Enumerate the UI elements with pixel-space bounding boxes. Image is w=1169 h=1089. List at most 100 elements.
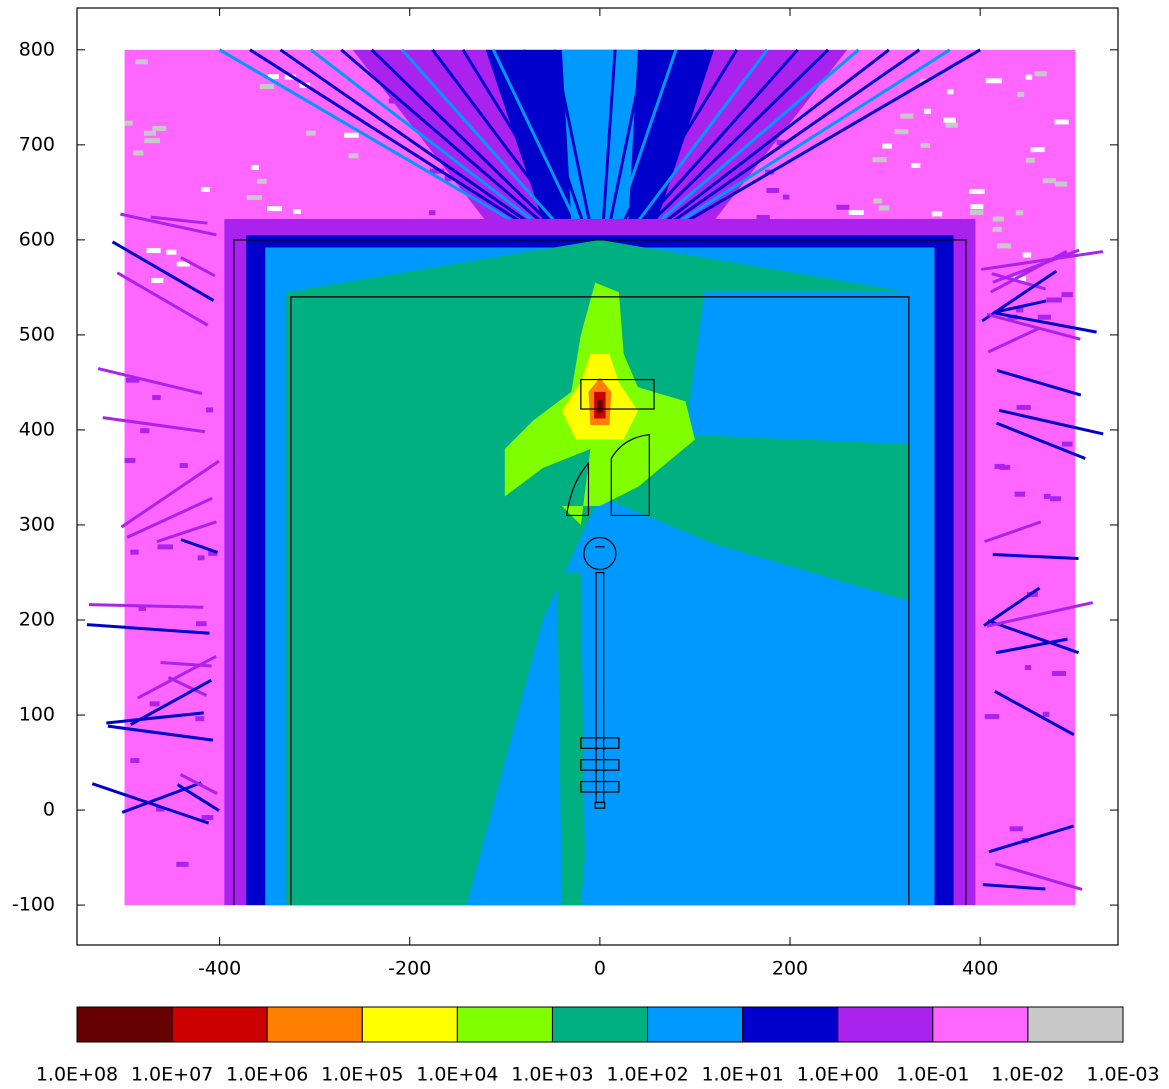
field-speckle: [1034, 71, 1047, 77]
field-streak: [647, 48, 860, 232]
colorbar-swatch: [647, 1006, 744, 1043]
field-streak: [249, 48, 536, 232]
x-tick-label: 400: [962, 958, 998, 980]
field-streak: [987, 327, 1039, 354]
field-streak: [995, 637, 1068, 655]
y-tick-label: 600: [19, 228, 55, 250]
field-speckle: [1013, 276, 1027, 282]
field-speckle: [878, 205, 890, 211]
field-speckle: [267, 74, 279, 80]
colorbar-label: 1.0E-03: [1086, 1064, 1159, 1086]
field-speckle: [873, 198, 882, 204]
y-tick-label: 800: [19, 38, 55, 60]
field-streak: [984, 520, 1042, 544]
colorbar-label: 1.0E+08: [36, 1064, 118, 1086]
x-tick-label: 0: [594, 958, 606, 980]
geometry-line: [583, 536, 617, 571]
field-speckle: [776, 140, 785, 146]
field-speckle: [429, 168, 445, 174]
field-speckle: [1042, 178, 1057, 184]
field-streak: [461, 49, 576, 232]
field-speckle: [1009, 826, 1023, 832]
field-speckle: [1026, 157, 1035, 163]
colorbar-swatch: [76, 1006, 173, 1043]
field-streak: [120, 212, 217, 237]
heatmap: [86, 48, 1104, 906]
field-streak: [986, 312, 1081, 341]
field-speckle: [256, 178, 267, 184]
field-speckle: [900, 113, 914, 119]
field-streak: [552, 49, 593, 231]
field-speckle: [156, 806, 165, 812]
field-streak: [218, 48, 530, 232]
field-streak: [150, 215, 208, 225]
field-speckle: [782, 194, 790, 200]
field-speckle: [920, 142, 930, 148]
colorbar-label: 1.0E+07: [131, 1064, 213, 1086]
field-streak: [664, 48, 951, 232]
field-streak: [996, 369, 1082, 397]
field-speckle: [766, 187, 780, 193]
x-tick-label: 200: [772, 958, 808, 980]
field-streak: [641, 48, 830, 232]
field-streak: [180, 538, 219, 554]
field-speckle: [1017, 91, 1025, 97]
field-speckle: [246, 195, 262, 201]
field-speckle: [945, 122, 958, 128]
colorbar-swatch: [361, 1006, 458, 1043]
field-speckle: [1061, 292, 1073, 298]
field-speckle: [144, 138, 160, 144]
field-speckle: [1054, 119, 1069, 125]
field-speckle: [1022, 252, 1032, 258]
field-streak: [106, 711, 204, 725]
field-speckle: [130, 758, 140, 764]
y-tick-label: 200: [19, 608, 55, 630]
field-speckle: [992, 216, 1004, 222]
field-speckle: [157, 544, 174, 550]
y-tick-label: 500: [19, 323, 55, 345]
geometry-line: [610, 434, 650, 517]
field-speckle: [344, 132, 359, 138]
field-speckle: [1016, 404, 1031, 410]
field-speckle: [1015, 210, 1024, 216]
field-speckle: [149, 701, 160, 707]
colorbar-swatch: [456, 1006, 553, 1043]
geometry-line: [580, 759, 620, 771]
colorbar-swatch: [1027, 1006, 1124, 1043]
field-streak: [370, 48, 559, 232]
field-streak: [309, 48, 547, 232]
y-tick-label: 400: [19, 418, 55, 440]
field-speckle: [428, 210, 436, 216]
colorbar-label: 1.0E+01: [701, 1064, 783, 1086]
field-speckle: [1024, 665, 1032, 671]
field-streak: [88, 603, 204, 609]
field-streak: [279, 48, 541, 232]
field-speckle: [756, 214, 770, 220]
field-speckle: [997, 243, 1012, 249]
field-streak: [167, 676, 208, 697]
field-speckle: [931, 211, 943, 217]
field-streak: [994, 862, 1083, 891]
field-speckle: [999, 464, 1011, 470]
y-tick-label: 300: [19, 513, 55, 535]
colorbar-label: 1.0E+05: [321, 1064, 403, 1086]
field-speckle: [1030, 147, 1045, 153]
x-tick-label: -400: [198, 958, 241, 980]
field-streak: [630, 48, 769, 232]
field-streak: [102, 416, 206, 434]
field-streak: [991, 272, 1047, 291]
field-streak: [993, 299, 1047, 314]
field-streak: [981, 269, 1058, 323]
field-speckle: [251, 164, 259, 170]
field-speckle: [176, 261, 190, 267]
field-streak: [618, 49, 708, 232]
colorbar-label: 1.0E+03: [511, 1064, 593, 1086]
field-speckle: [882, 143, 892, 149]
plot-frame: [76, 7, 1119, 946]
field-speckle: [124, 120, 133, 126]
field-speckle: [992, 226, 1002, 232]
field-speckle: [138, 605, 147, 611]
colorbar-label: 1.0E+04: [416, 1064, 498, 1086]
field-speckle: [943, 117, 956, 123]
geometry-line: [233, 239, 967, 906]
